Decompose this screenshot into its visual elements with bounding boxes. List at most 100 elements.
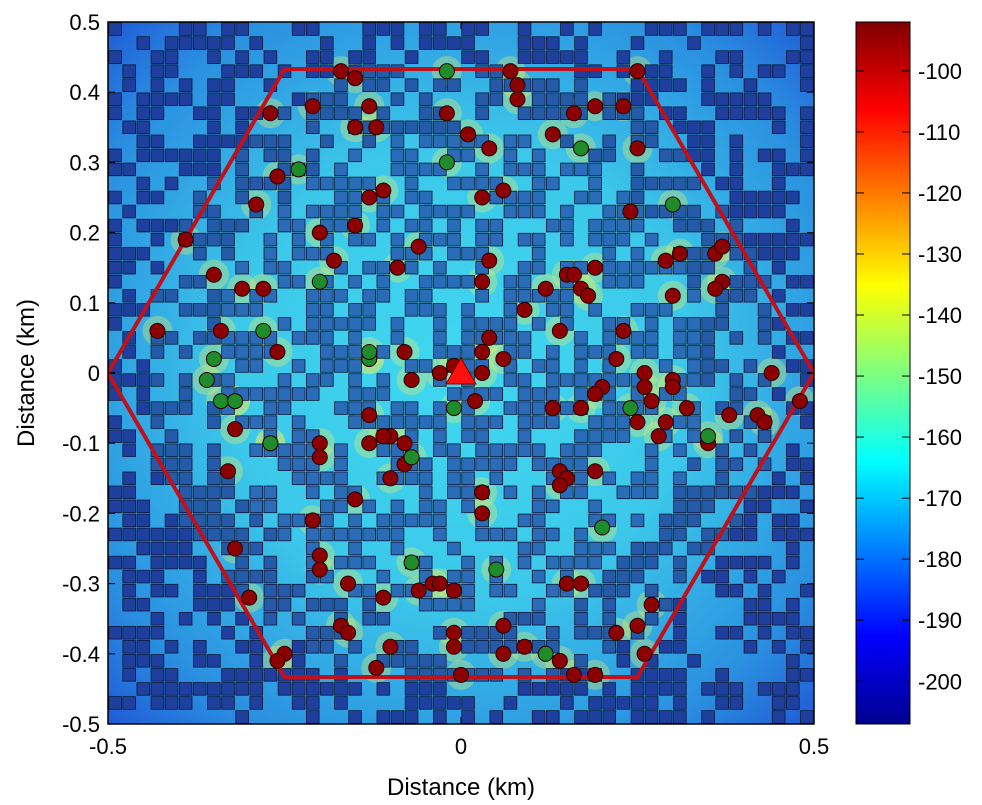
grid-cell [786, 527, 800, 542]
grid-cell [207, 120, 221, 135]
grid-cell [644, 303, 659, 317]
grid-cell [531, 176, 546, 191]
grid-cell [800, 78, 814, 92]
grid-cell [263, 583, 278, 598]
grid-cell [348, 513, 362, 528]
grid-cell [305, 50, 320, 64]
user-point-86 [721, 407, 738, 424]
grid-cell [786, 597, 800, 612]
grid-cell [602, 541, 617, 556]
grid-cell [786, 275, 800, 289]
grid-cell [602, 260, 617, 275]
grid-cell [207, 204, 221, 219]
grid-cell [658, 640, 673, 654]
grid-cell [164, 640, 179, 654]
grid-cell [320, 64, 334, 78]
grid-cell [602, 92, 617, 106]
grid-cell [164, 289, 179, 303]
grid-cell [531, 36, 546, 50]
grid-cell [517, 22, 532, 36]
grid-cell [687, 654, 701, 668]
grid-cell [531, 597, 546, 612]
grid-cell [786, 22, 800, 36]
grid-cell [291, 696, 306, 710]
grid-cell [531, 569, 546, 584]
user-point-21 [375, 182, 392, 199]
grid-cell [122, 443, 136, 457]
grid-cell [729, 64, 744, 78]
grid-cell [701, 78, 715, 92]
grid-cell [404, 176, 419, 191]
grid-cell [602, 640, 617, 654]
grid-cell [150, 190, 165, 205]
grid-cell [503, 583, 518, 598]
grid-cell [644, 120, 659, 135]
grid-cell [207, 457, 221, 471]
grid-cell [122, 162, 136, 177]
grid-cell [320, 303, 334, 317]
grid-cell [644, 331, 659, 345]
user-point-117 [643, 596, 660, 613]
grid-cell [687, 541, 701, 556]
grid-cell [489, 583, 504, 598]
grid-cell [588, 710, 602, 724]
grid-cell [404, 513, 419, 528]
grid-cell [193, 597, 207, 612]
grid-cell [207, 218, 221, 233]
user-point-59 [431, 365, 448, 381]
grid-cell [673, 260, 687, 275]
grid-cell [108, 22, 122, 36]
grid-cell [630, 696, 645, 710]
grid-cell [108, 317, 122, 331]
grid-cell [150, 373, 165, 387]
user-point-72 [467, 393, 484, 410]
grid-cell [193, 569, 207, 584]
grid-cell [531, 485, 546, 500]
green-user-point-23 [403, 554, 420, 571]
grid-cell [277, 443, 292, 457]
grid-cell [433, 654, 447, 668]
grid-cell [320, 527, 334, 542]
grid-cell [207, 471, 221, 486]
grid-cell [673, 415, 687, 429]
grid-cell [588, 303, 602, 317]
grid-cell [757, 331, 772, 345]
green-user-point-17 [594, 519, 611, 536]
grid-cell [560, 289, 574, 303]
grid-cell [404, 260, 419, 275]
grid-cell [305, 148, 320, 163]
grid-cell [630, 92, 645, 106]
grid-cell [348, 401, 362, 415]
grid-cell [743, 232, 758, 247]
grid-cell [687, 218, 701, 233]
grid-cell [305, 331, 320, 345]
grid-cell [249, 134, 264, 149]
grid-cell [715, 569, 729, 584]
grid-cell [461, 317, 475, 331]
grid-cell [348, 710, 362, 724]
grid-cell [277, 148, 292, 163]
grid-cell [404, 401, 419, 415]
grid-cell [418, 22, 433, 36]
grid-cell [616, 275, 631, 289]
grid-cell [687, 485, 701, 500]
grid-cell [404, 471, 419, 486]
grid-cell [757, 64, 772, 78]
grid-cell [687, 359, 701, 373]
grid-cell [150, 345, 165, 359]
grid-cell [178, 611, 193, 626]
grid-cell [546, 555, 560, 570]
grid-cell [658, 359, 673, 373]
grid-cell [687, 317, 701, 331]
grid-cell [602, 710, 617, 724]
grid-cell [334, 204, 348, 219]
grid-cell [320, 682, 334, 696]
grid-cell [418, 471, 433, 486]
grid-cell [348, 682, 362, 696]
grid-cell [531, 246, 546, 261]
grid-cell [644, 668, 659, 682]
grid-cell [588, 499, 602, 514]
grid-cell [602, 401, 617, 415]
grid-cell [348, 541, 362, 556]
grid-cell [602, 429, 617, 443]
